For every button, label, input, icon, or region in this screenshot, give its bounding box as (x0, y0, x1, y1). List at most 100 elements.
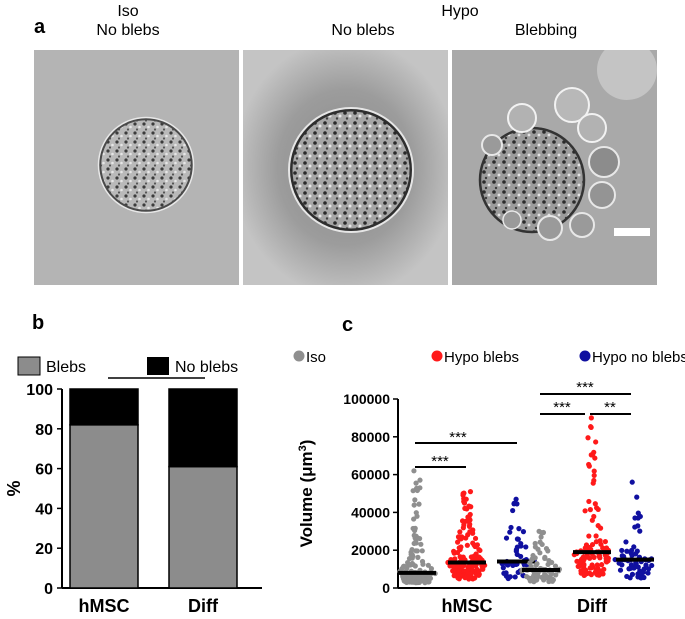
data-point (411, 532, 417, 538)
hypo-noblebs-col-label: No blebs (331, 22, 395, 39)
data-point (507, 574, 513, 580)
data-point (552, 563, 559, 569)
data-point (586, 498, 592, 505)
panel-b-letter: b (32, 312, 45, 334)
panel-a-letter: a (34, 16, 46, 38)
data-point (541, 577, 547, 583)
x-tick-label: hMSC (442, 596, 493, 616)
micrograph-iso-no-blebs (34, 50, 239, 285)
y-axis-label: Volume (μm3) (297, 440, 316, 548)
data-point (416, 501, 422, 507)
chart-c: Iso Hypo blebs Hypo no blebs 0 20000 40000 600… (293, 349, 685, 616)
data-point (627, 565, 634, 571)
y-tick-label: 60000 (351, 467, 390, 483)
x-tick-label: Diff (577, 596, 608, 616)
data-point (459, 518, 466, 524)
data-point (516, 526, 522, 532)
data-point (641, 574, 647, 581)
data-point (457, 554, 463, 560)
data-point (456, 545, 462, 551)
data-point (603, 545, 610, 551)
data-point (514, 536, 521, 542)
data-point (534, 577, 540, 583)
data-point (474, 542, 480, 548)
bar-no-blebs-diff (168, 388, 238, 468)
data-point (593, 533, 599, 539)
data-point (605, 558, 611, 564)
data-point (500, 565, 506, 571)
data-point (553, 572, 559, 578)
sig-label: *** (576, 379, 594, 396)
data-point (415, 575, 422, 581)
data-point (632, 515, 638, 521)
y-tick-label: 0 (382, 580, 390, 596)
data-point (409, 560, 415, 567)
data-point (510, 562, 516, 569)
data-point (581, 562, 587, 568)
data-point (460, 491, 466, 497)
data-point (462, 575, 468, 581)
data-point (411, 540, 417, 547)
data-point (401, 563, 407, 569)
data-point (527, 560, 533, 566)
legend-label-blebs: Blebs (46, 359, 86, 376)
data-point (476, 546, 482, 553)
data-point (637, 570, 644, 576)
data-point (623, 539, 629, 545)
sig-label: *** (431, 453, 449, 470)
y-tick-label: 60 (35, 462, 53, 479)
data-point (461, 496, 467, 502)
data-point (467, 489, 474, 495)
data-point (459, 564, 465, 570)
data-point (588, 415, 594, 421)
data-point (411, 502, 417, 508)
data-point (583, 567, 589, 573)
data-point (637, 513, 643, 520)
legend-swatch-noblebs (147, 357, 169, 375)
data-point (411, 468, 417, 474)
sig-label: *** (449, 429, 467, 446)
data-point (467, 511, 473, 518)
data-point (457, 529, 463, 535)
data-point (426, 575, 432, 581)
data-point (512, 574, 518, 580)
iso-group-label: Iso (117, 3, 139, 20)
data-point (539, 541, 545, 548)
legend-label-hypo-no-blebs: Hypo no blebs (592, 349, 685, 366)
data-point (419, 548, 425, 554)
data-point (535, 546, 541, 552)
iso-col-label: No blebs (96, 22, 160, 39)
data-point (594, 505, 600, 511)
data-point (514, 501, 520, 507)
y-axis-label: % (4, 480, 24, 496)
bar-no-blebs-hmsc (69, 388, 139, 426)
data-point (415, 554, 421, 560)
data-point (520, 529, 527, 535)
data-point (470, 527, 476, 533)
data-point (410, 488, 416, 494)
legend-label-noblebs: No blebs (175, 359, 238, 376)
data-point (413, 580, 419, 586)
data-point (460, 525, 466, 531)
data-point (538, 529, 544, 536)
data-point (624, 548, 630, 554)
data-point (418, 541, 424, 547)
data-point (588, 424, 594, 430)
data-point (465, 566, 471, 573)
data-point (421, 577, 428, 583)
data-point (425, 562, 431, 568)
data-point (632, 524, 638, 530)
legend-dot-hypo-blebs (431, 350, 443, 362)
data-point (589, 517, 595, 523)
data-point (542, 571, 548, 577)
data-point (591, 449, 597, 455)
scale-bar (614, 228, 650, 236)
y-tick-label: 100 (26, 382, 53, 399)
data-point (518, 553, 524, 560)
data-point (472, 535, 479, 542)
data-point (588, 572, 594, 578)
data-point (597, 568, 604, 574)
y-tick-label: 20000 (351, 542, 390, 558)
data-point (641, 566, 647, 572)
data-point (649, 562, 655, 569)
